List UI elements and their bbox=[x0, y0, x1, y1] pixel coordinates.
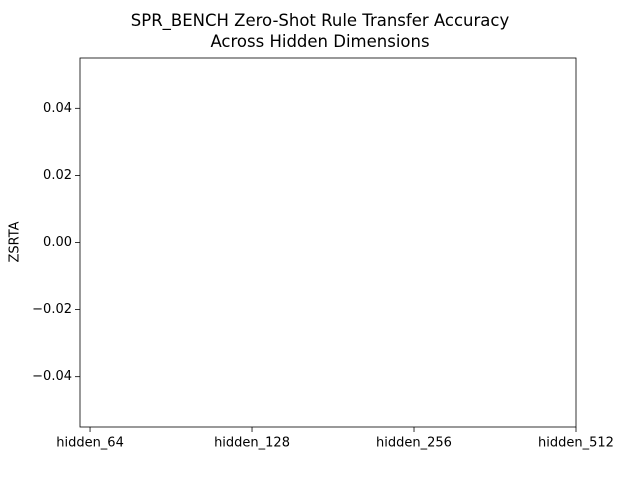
y-axis-label: ZSRTA bbox=[8, 221, 23, 262]
x-tick-label: hidden_128 bbox=[214, 436, 290, 451]
y-tick-label: 0.02 bbox=[43, 168, 72, 183]
y-tick-label: 0.04 bbox=[43, 101, 72, 116]
x-tick-label: hidden_256 bbox=[376, 436, 452, 451]
x-tick-label: hidden_512 bbox=[538, 436, 614, 451]
chart-title: SPR_BENCH Zero-Shot Rule Transfer Accura… bbox=[130, 11, 510, 51]
plot-frame bbox=[79, 57, 577, 428]
y-tick-label: −0.02 bbox=[32, 302, 72, 317]
y-tick-label: −0.04 bbox=[32, 369, 72, 384]
y-tick-label: 0.00 bbox=[43, 235, 72, 250]
x-tick-label: hidden_64 bbox=[56, 436, 124, 451]
